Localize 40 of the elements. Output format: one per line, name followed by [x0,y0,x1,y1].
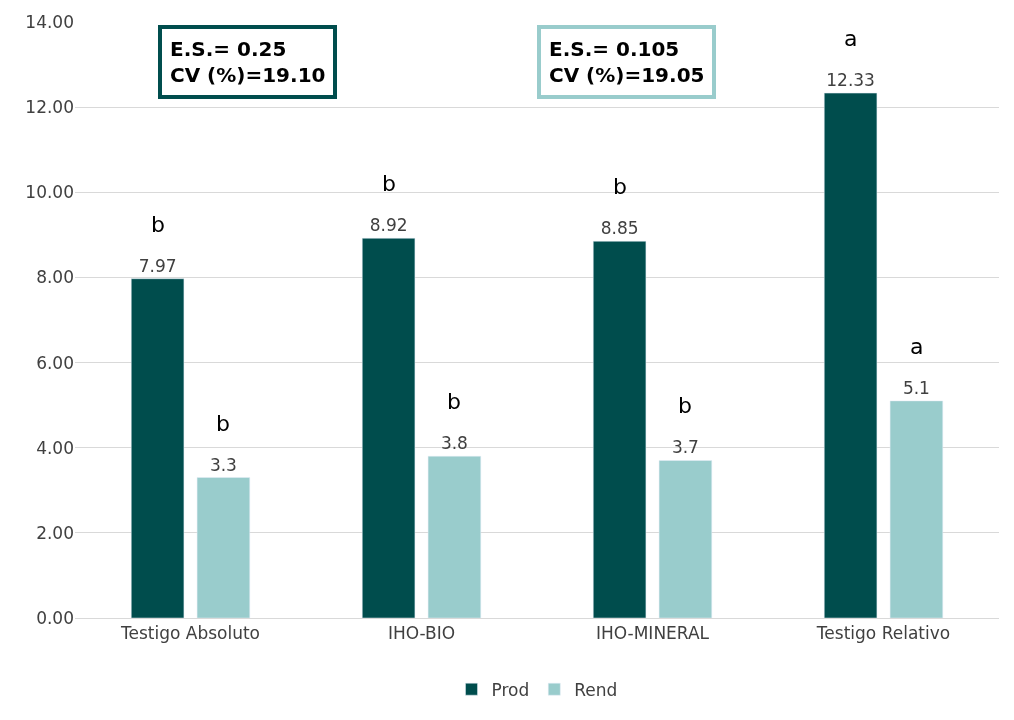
data-label: 3.8 [440,433,468,454]
bar [427,455,481,618]
data-label: 8.85 [600,218,639,239]
legend-label: Rend [574,679,618,700]
annotation: E.S.= 0.25 CV (%)=19.10 [170,37,326,87]
annotation: b [151,212,165,237]
y-tick-label: 0.00 [36,607,74,628]
bar [593,240,647,618]
y-tick-label: 14.00 [25,11,74,32]
bar [362,238,416,618]
data-label: 12.33 [826,70,875,91]
x-tick-label: Testigo Relativo [815,623,951,644]
y-tick-label: 10.00 [25,182,74,203]
annotation: b [447,389,461,414]
y-tick-label: 6.00 [36,352,74,373]
x-tick-label: IHO-MINERAL [595,623,710,644]
annotation: E.S.= 0.105 CV (%)=19.05 [549,37,705,87]
data-label: 5.1 [902,377,930,398]
x-tick-label: IHO-BIO [387,623,456,644]
bar [824,92,878,618]
data-label: 7.97 [138,255,177,276]
bar [658,460,712,618]
data-label: 3.7 [671,437,699,458]
legend-label: Prod [491,679,530,700]
annotation: a [844,26,858,51]
annotation: b [382,171,396,196]
bar [196,477,250,618]
y-tick-label: 12.00 [25,97,74,118]
y-tick-label: 8.00 [36,267,74,288]
bar [889,400,943,618]
y-tick-label: 4.00 [36,437,74,458]
data-label: 3.3 [209,454,237,475]
y-tick-label: 2.00 [36,522,74,543]
annotation: b [678,393,692,418]
annotation: b [216,411,230,436]
bar [131,278,185,618]
data-label: 8.92 [369,215,408,236]
annotation: b [613,174,627,199]
x-tick-label: Testigo Absoluto [119,623,261,644]
annotation: a [910,334,924,359]
